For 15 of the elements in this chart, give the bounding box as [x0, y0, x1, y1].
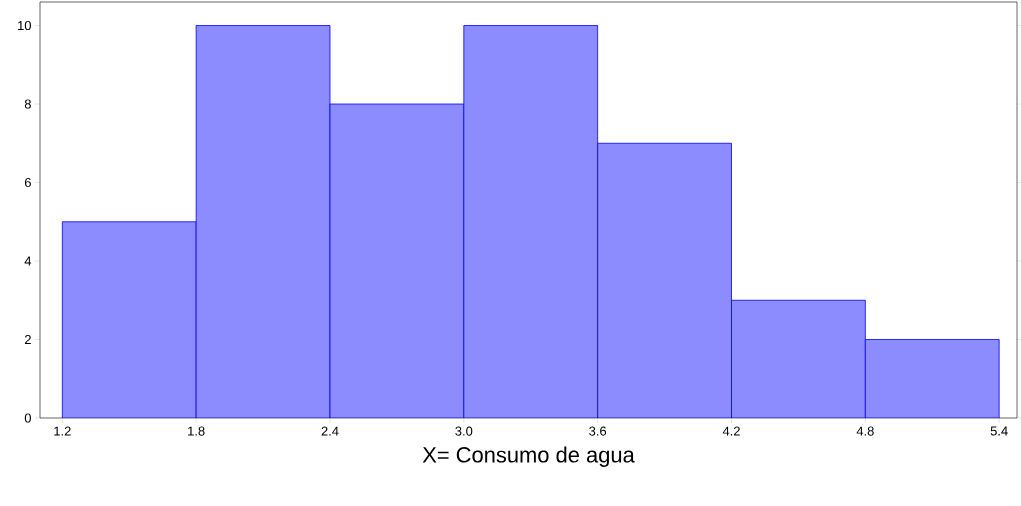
y-tick-label: 4	[24, 256, 32, 266]
x-axis-title: X= Consumo de agua	[422, 446, 635, 467]
x-tick-label: 1.8	[188, 426, 205, 436]
y-tick-label: 10	[18, 20, 31, 31]
x-tick-label: 1.2	[54, 426, 71, 436]
y-tick-label: 2	[24, 334, 31, 345]
x-tick-label: 3.6	[589, 426, 607, 436]
x-tick-label: 3.0	[455, 426, 473, 436]
y-tick-label: 8	[24, 99, 31, 109]
x-tick-label: 2.4	[321, 426, 339, 436]
y-tick-label: 6	[24, 177, 31, 188]
y-tick-label: 0	[24, 413, 31, 423]
x-tick-label: 4.2	[722, 426, 740, 436]
x-tick-label: 5.4	[990, 426, 1008, 436]
x-tick-label: 4.8	[856, 426, 874, 436]
